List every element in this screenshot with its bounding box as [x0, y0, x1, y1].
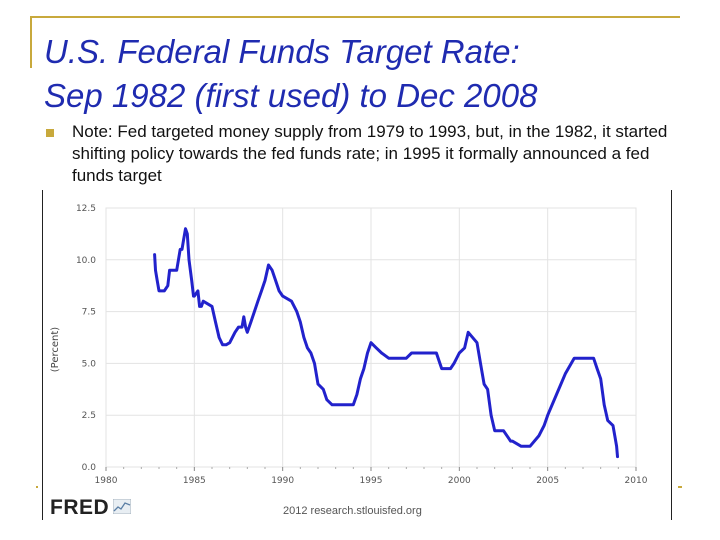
accent-rule-top — [30, 16, 680, 18]
note-text: Note: Fed targeted money supply from 197… — [72, 122, 668, 185]
slide-title-line2: Sep 1982 (first used) to Dec 2008 — [44, 77, 538, 114]
x-tick-label: 1995 — [360, 476, 383, 486]
y-tick-label: 12.5 — [76, 204, 96, 214]
fred-logo: FRED — [50, 496, 110, 519]
slide-title: U.S. Federal Funds Target Rate: Sep 1982… — [44, 30, 537, 118]
fed-funds-chart: 0.0 2.5 5.0 7.5 10.0 12.5 1980 1985 1990 1995 2000… — [38, 190, 678, 520]
fred-graph-icon — [113, 499, 131, 514]
source-credit: 2012 research.stlouisfed.org — [283, 505, 422, 517]
y-tick-label: 10.0 — [76, 256, 96, 266]
y-axis-label: (Percent) — [50, 327, 61, 373]
y-tick-label: 5.0 — [82, 359, 97, 369]
chart-left-edge — [42, 190, 43, 520]
x-tick-label: 2010 — [625, 476, 648, 486]
chart-right-edge — [671, 190, 672, 520]
bullet-square-icon — [46, 129, 54, 137]
slide-title-line1: U.S. Federal Funds Target Rate: — [44, 33, 520, 70]
y-tick-label: 7.5 — [82, 308, 96, 318]
series-line — [153, 227, 619, 459]
x-tick-label: 2005 — [536, 476, 559, 486]
chart-canvas: 0.0 2.5 5.0 7.5 10.0 12.5 1980 1985 1990 1995 2000… — [50, 204, 648, 486]
y-tick-label: 2.5 — [82, 411, 96, 421]
y-tick-label: 0.0 — [82, 463, 97, 473]
x-tick-label: 2000 — [448, 476, 471, 486]
accent-rule-left — [30, 16, 32, 68]
x-tick-label: 1985 — [183, 476, 206, 486]
x-tick-label: 1980 — [95, 476, 118, 486]
x-tick-label: 1990 — [271, 476, 294, 486]
